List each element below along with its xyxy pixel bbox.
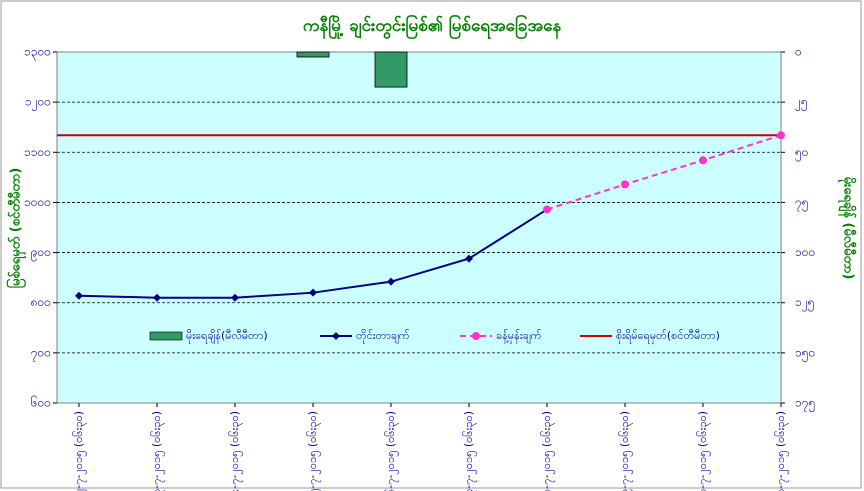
y2-axis-label: မိုးရေချိန် (မီလီမီတာ) xyxy=(838,177,858,280)
y-tick-label: ၁၁၀၀ xyxy=(24,145,51,159)
point xyxy=(231,293,239,302)
y-tick-label: ၇၀၀ xyxy=(31,345,51,362)
y2-tick-label: ၁၇၅ xyxy=(795,396,815,413)
y-tick-label: ၁၂၀၀ xyxy=(25,95,51,112)
x-tick-label: ၂၅-၇-၂၀၁၅ (၀၆း၃၀) xyxy=(306,411,321,491)
y-tick-label: ၁၀၀၀ xyxy=(24,195,51,209)
y2-tick-label: ၂၅ xyxy=(795,95,808,112)
x-tick-label: ၂၉-၇-၂၀၁၅ (၀၆း၃၀) xyxy=(618,411,633,491)
y2-tick-label: ၇၅ xyxy=(795,195,809,212)
point xyxy=(387,277,395,286)
x-tick-label: ၃၀-၇-၂၀၁၅ (၀၆း၃၀) xyxy=(696,411,711,491)
point xyxy=(621,180,629,189)
point xyxy=(699,156,707,165)
point xyxy=(465,254,473,263)
legend-label: ခန့်မှန်းချက် xyxy=(496,329,542,344)
x-tick-label: ၃၁-၇-၂၀၁၅ (၀၆း၃၀) xyxy=(774,411,789,491)
y2-tick-label: ၁၂၅ xyxy=(795,295,814,312)
series-line xyxy=(546,134,782,211)
x-tick-label: ၂၇-၇-၂၀၁၅ (၀၆း၃၀) xyxy=(462,411,477,491)
chart-title: ကနီမြို့ ချင်းတွင်းမြစ်၏ မြစ်ရေအခြေအနေ xyxy=(303,13,562,40)
y-tick-label: ၆၀၀ xyxy=(31,395,51,410)
legend-marker xyxy=(472,332,480,340)
legend-label: မိုးရေချိန်(မီလီမီတာ) xyxy=(186,329,268,344)
y-tick-label: ၈၀၀ xyxy=(31,295,51,309)
x-tick-label: ၂၂-၇-၂၀၁၅ (၀၆း၃၀) xyxy=(72,411,87,491)
y-tick-label: ၉၀၀ xyxy=(31,245,51,262)
y2-tick-label: ၁၅၀ xyxy=(795,345,815,362)
y-axis-label: မြစ်ရေမှတ် (စင်တီမီတာ) xyxy=(6,168,27,289)
x-tick-label: ၂၆-၇-၂၀၁၅ (၀၆း၃၀) xyxy=(384,411,399,491)
plot-area xyxy=(56,51,782,404)
legend-marker xyxy=(332,332,340,340)
y2-tick-label: ၅၀ xyxy=(795,145,809,162)
y2-tick-label: ၀ xyxy=(795,45,802,59)
point xyxy=(75,291,83,300)
rain-bar xyxy=(296,51,330,58)
rain-bar xyxy=(374,51,408,88)
point xyxy=(309,288,317,297)
point xyxy=(153,293,161,302)
x-tick-label: ၂၄-၇-၂၀၁၅ (၀၆း၃၀) xyxy=(228,411,243,491)
legend-swatch xyxy=(149,331,183,341)
x-tick-label: ၂၈-၇-၂၀၁၅ (၀၆း၃၀) xyxy=(540,411,555,491)
legend-label: စိုးရိမ်ရေမှတ်(စင်တီမီတာ) xyxy=(616,329,720,344)
legend-label: တိုင်းတာချက် xyxy=(356,329,410,344)
point xyxy=(543,205,551,214)
x-tick-label: ၂၃-၇-၂၀၁၅ (၀၆း၃၀) xyxy=(150,411,165,491)
y2-tick-label: ၁၀၀ xyxy=(795,245,815,259)
point xyxy=(777,131,785,140)
y-tick-label: ၁၃၀၀ xyxy=(24,45,51,62)
